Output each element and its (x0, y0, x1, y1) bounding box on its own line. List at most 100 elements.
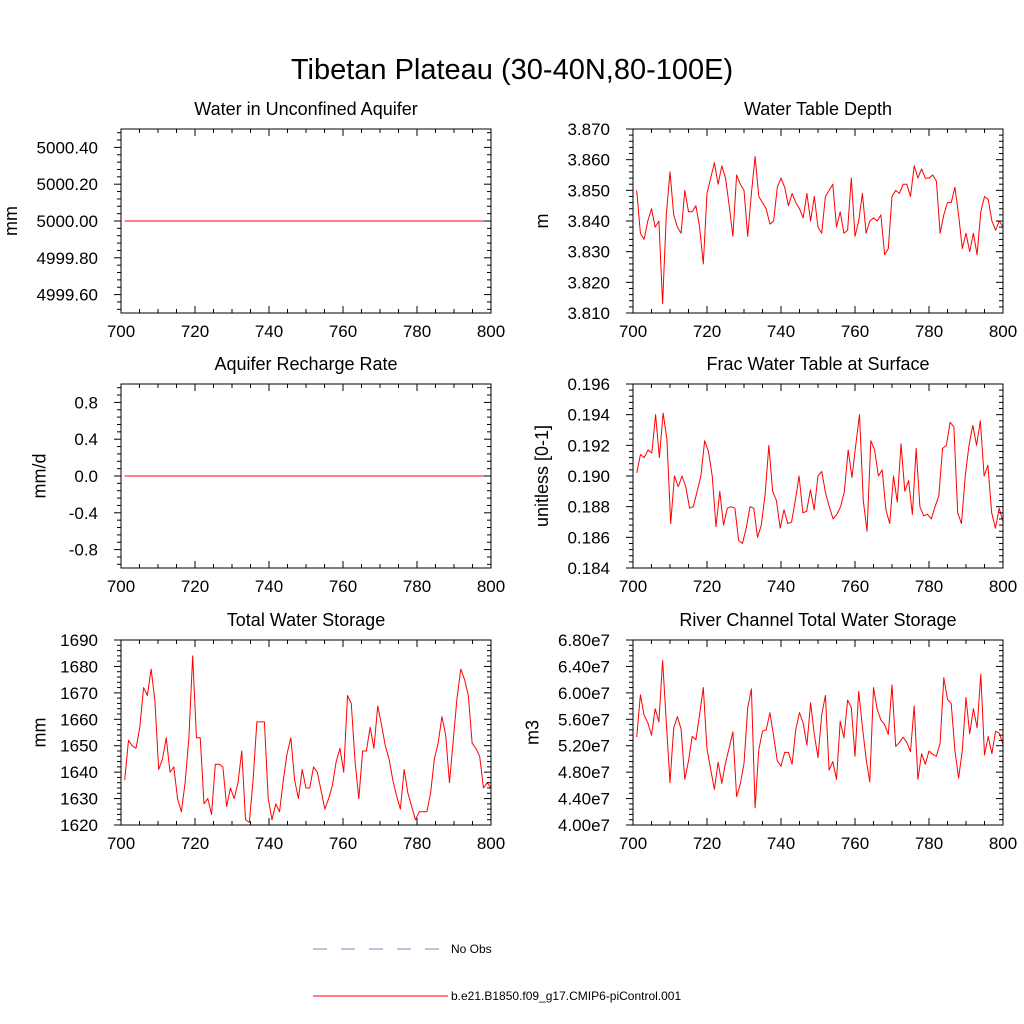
x-tick-label: 800 (477, 834, 505, 853)
x-tick-label: 740 (255, 834, 283, 853)
panel-title: Water Table Depth (744, 99, 892, 119)
x-tick-label: 780 (403, 834, 431, 853)
x-tick-label: 800 (989, 577, 1017, 596)
y-tick-label: 3.860 (567, 151, 610, 170)
x-tick-label: 720 (693, 322, 721, 341)
series-line (636, 156, 1004, 305)
y-tick-label: 3.850 (567, 181, 610, 200)
y-tick-label: 0.196 (567, 375, 610, 394)
y-tick-label: 1620 (60, 816, 98, 835)
chart-panel-4: Frac Water Table at Surface 700 720 740 760 7… (532, 354, 1017, 596)
y-tick-label: 6.80e7 (558, 631, 610, 650)
y-tick-label: 1680 (60, 657, 98, 676)
panel-title: Total Water Storage (227, 610, 385, 630)
y-tick-label: 1660 (60, 710, 98, 729)
y-tick-label: 5000.00 (37, 212, 98, 231)
x-tick-label: 720 (693, 834, 721, 853)
x-tick-label: 700 (619, 322, 647, 341)
x-tick-label: 700 (619, 834, 647, 853)
legend-model-label: b.e21.B1850.f09_g17.CMIP6-piControl.001 (451, 989, 681, 1003)
y-tick-label: 1650 (60, 737, 98, 756)
y-tick-label: 3.810 (567, 304, 610, 323)
y-tick-label: 1670 (60, 684, 98, 703)
x-tick-label: 700 (107, 322, 135, 341)
y-axis-label: m3 (522, 720, 542, 745)
x-tick-label: 780 (915, 834, 943, 853)
panel-title: Water in Unconfined Aquifer (194, 99, 417, 119)
y-tick-label: 0.4 (74, 430, 98, 449)
y-axis-label: mm (1, 206, 21, 236)
y-tick-label: 1640 (60, 763, 98, 782)
panel-title: Aquifer Recharge Rate (214, 354, 397, 374)
y-tick-label: 5000.40 (37, 138, 98, 157)
chart-panel-6: River Channel Total Water Storage 700 720 7… (522, 610, 1017, 853)
y-tick-label: 4.80e7 (558, 763, 610, 782)
y-tick-label: 3.840 (567, 212, 610, 231)
x-tick-label: 700 (619, 577, 647, 596)
x-tick-label: 800 (477, 322, 505, 341)
y-tick-label: 4.00e7 (558, 816, 610, 835)
panel-title: Frac Water Table at Surface (706, 354, 929, 374)
y-tick-label: 3.830 (567, 243, 610, 262)
x-tick-label: 720 (693, 577, 721, 596)
y-tick-label: 0.8 (74, 393, 98, 412)
y-axis-label: mm (30, 718, 50, 748)
y-tick-label: -0.4 (69, 504, 98, 523)
series-line (636, 412, 1004, 544)
x-tick-label: 740 (767, 322, 795, 341)
y-tick-label: 0.186 (567, 528, 610, 547)
y-tick-label: 1630 (60, 790, 98, 809)
y-tick-label: 1690 (60, 631, 98, 650)
y-tick-label: -0.8 (69, 541, 98, 560)
y-tick-label: 5000.20 (37, 175, 98, 194)
y-tick-label: 0.194 (567, 406, 610, 425)
x-tick-label: 700 (107, 577, 135, 596)
y-tick-label: 0.192 (567, 436, 610, 455)
x-tick-label: 740 (767, 834, 795, 853)
x-tick-label: 700 (107, 834, 135, 853)
x-tick-label: 760 (329, 322, 357, 341)
x-tick-label: 740 (255, 322, 283, 341)
x-tick-label: 800 (989, 322, 1017, 341)
x-tick-label: 720 (181, 834, 209, 853)
legend: No Obs b.e21.B1850.f09_g17.CMIP6-piContr… (313, 942, 681, 1003)
panels: Water in Unconfined Aquifer 700 720 740 760 7… (1, 99, 1017, 853)
y-tick-label: 3.870 (567, 120, 610, 139)
series-line (124, 655, 492, 823)
y-axis-label: m (532, 214, 552, 229)
x-tick-label: 760 (329, 577, 357, 596)
x-tick-label: 780 (403, 322, 431, 341)
chart-panel-2: Water Table Depth 700 720 740 760 780 800 3.810… (532, 99, 1017, 341)
x-tick-label: 760 (841, 322, 869, 341)
x-tick-label: 760 (841, 577, 869, 596)
figure-title: Tibetan Plateau (30-40N,80-100E) (291, 54, 733, 86)
x-tick-label: 760 (841, 834, 869, 853)
x-tick-label: 780 (915, 322, 943, 341)
chart-panel-3: Aquifer Recharge Rate 700 720 740 760 780 800 -… (30, 354, 506, 596)
plot-frame (632, 128, 1004, 314)
y-tick-label: 3.820 (567, 273, 610, 292)
x-tick-label: 720 (181, 322, 209, 341)
x-tick-label: 760 (329, 834, 357, 853)
chart-panel-5: Total Water Storage 700 720 740 760 780 800 162… (30, 610, 506, 853)
y-axis-label: unitless [0-1] (532, 425, 552, 527)
x-tick-label: 800 (477, 577, 505, 596)
chart-panel-1: Water in Unconfined Aquifer 700 720 740 760 7… (1, 99, 505, 341)
x-tick-label: 740 (255, 577, 283, 596)
y-axis-label: mm/d (30, 454, 50, 499)
y-tick-label: 4.40e7 (558, 790, 610, 809)
legend-obs-label: No Obs (451, 942, 492, 956)
y-tick-label: 0.0 (74, 467, 98, 486)
x-tick-label: 800 (989, 834, 1017, 853)
plot-frame (120, 639, 492, 826)
x-tick-label: 780 (915, 577, 943, 596)
y-tick-label: 5.60e7 (558, 710, 610, 729)
y-tick-label: 5.20e7 (558, 737, 610, 756)
plot-frame (632, 639, 1004, 826)
series-line (636, 659, 1004, 809)
y-tick-label: 6.00e7 (558, 684, 610, 703)
x-tick-label: 780 (403, 577, 431, 596)
x-tick-label: 720 (181, 577, 209, 596)
y-tick-label: 6.40e7 (558, 657, 610, 676)
